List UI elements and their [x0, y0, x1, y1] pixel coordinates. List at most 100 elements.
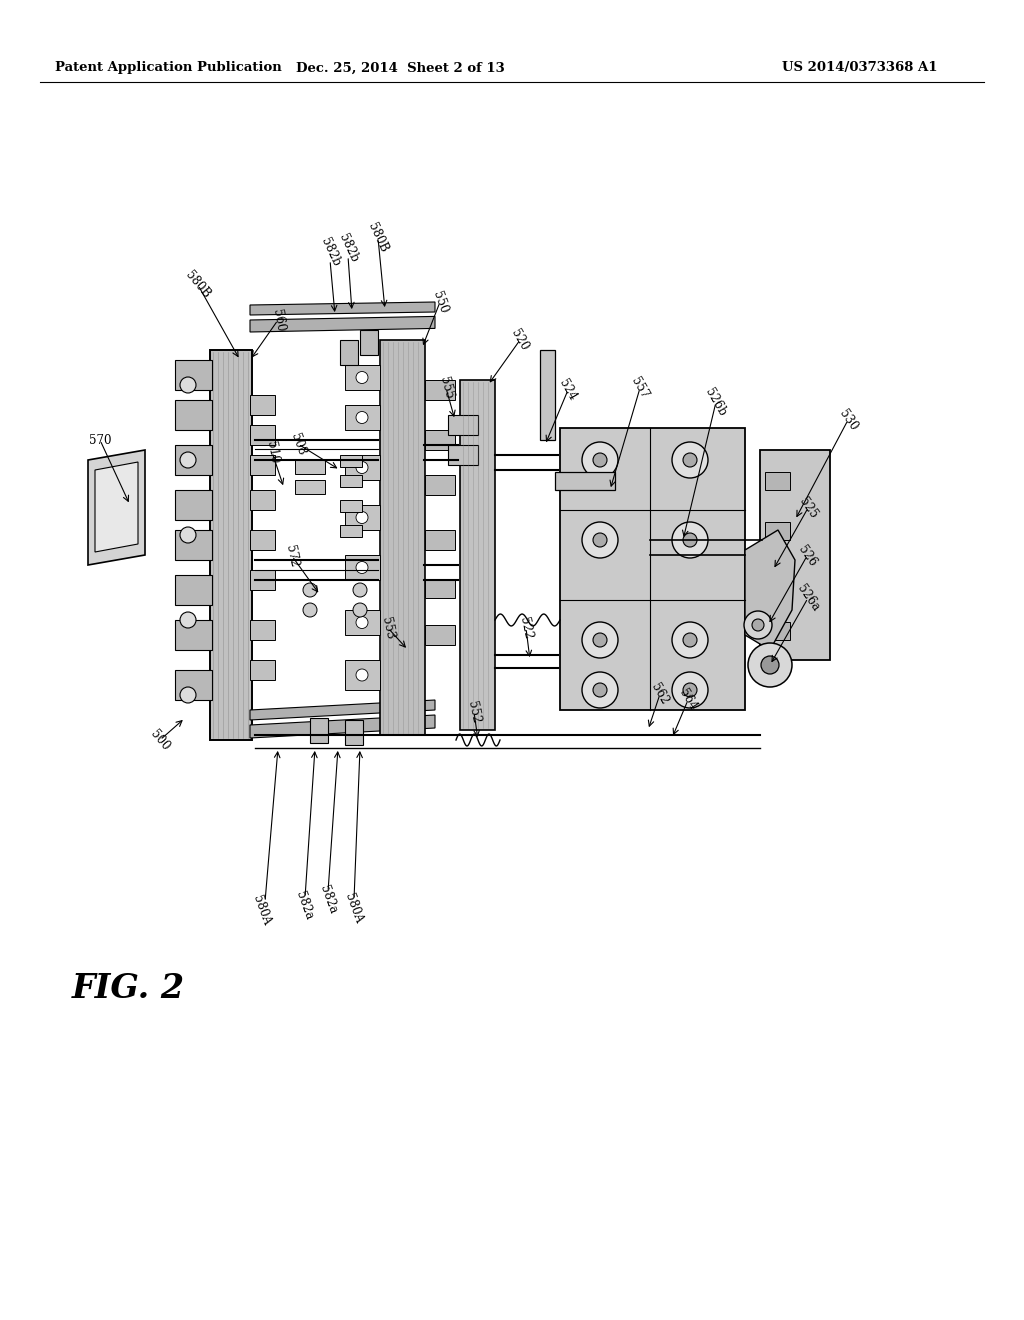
- Text: 500: 500: [147, 727, 172, 752]
- Circle shape: [672, 672, 708, 708]
- Polygon shape: [250, 570, 275, 590]
- Polygon shape: [175, 620, 212, 649]
- Polygon shape: [210, 350, 252, 741]
- Text: 555: 555: [437, 375, 456, 400]
- Polygon shape: [425, 624, 455, 645]
- Circle shape: [593, 453, 607, 467]
- Polygon shape: [250, 660, 275, 680]
- Circle shape: [582, 521, 618, 558]
- Text: 582b: 582b: [317, 236, 342, 268]
- Text: 562: 562: [649, 681, 671, 708]
- Circle shape: [593, 634, 607, 647]
- Circle shape: [353, 603, 367, 616]
- Polygon shape: [175, 490, 212, 520]
- Polygon shape: [345, 405, 380, 430]
- Circle shape: [672, 622, 708, 657]
- Bar: [765, 521, 790, 540]
- Text: 580B: 580B: [183, 269, 213, 301]
- Polygon shape: [88, 450, 145, 565]
- Polygon shape: [745, 531, 795, 649]
- Text: 570: 570: [89, 433, 112, 446]
- Text: FIG. 2: FIG. 2: [72, 972, 185, 1005]
- Circle shape: [356, 511, 368, 524]
- Circle shape: [303, 583, 317, 597]
- Bar: [765, 473, 790, 490]
- Polygon shape: [425, 430, 455, 450]
- Text: 510: 510: [263, 440, 281, 465]
- Text: 524: 524: [557, 378, 580, 403]
- Text: 580A: 580A: [251, 894, 273, 927]
- Text: 526a: 526a: [795, 582, 821, 614]
- Circle shape: [303, 603, 317, 616]
- Text: US 2014/0373368 A1: US 2014/0373368 A1: [782, 62, 938, 74]
- Bar: [310, 718, 328, 743]
- Bar: [360, 330, 378, 355]
- Bar: [340, 455, 362, 467]
- Text: 525: 525: [797, 495, 820, 521]
- Polygon shape: [345, 455, 380, 480]
- Text: 550: 550: [430, 289, 450, 314]
- Bar: [295, 480, 325, 494]
- Text: 580A: 580A: [343, 891, 366, 925]
- Text: 572: 572: [284, 544, 301, 569]
- Bar: [449, 445, 478, 465]
- Circle shape: [180, 527, 196, 543]
- Polygon shape: [175, 400, 212, 430]
- Text: 582a: 582a: [293, 890, 315, 921]
- Polygon shape: [380, 341, 425, 735]
- Polygon shape: [250, 700, 435, 719]
- Polygon shape: [175, 360, 212, 389]
- Circle shape: [356, 462, 368, 474]
- Text: 508: 508: [288, 432, 308, 457]
- Circle shape: [683, 533, 697, 546]
- Text: 553: 553: [379, 615, 396, 640]
- Circle shape: [672, 442, 708, 478]
- Polygon shape: [250, 302, 435, 315]
- Text: 564: 564: [677, 686, 699, 713]
- Polygon shape: [345, 554, 380, 579]
- Circle shape: [356, 616, 368, 628]
- Circle shape: [582, 672, 618, 708]
- Bar: [765, 572, 790, 590]
- Circle shape: [683, 634, 697, 647]
- Polygon shape: [175, 671, 212, 700]
- Text: 522: 522: [517, 615, 535, 640]
- Text: 582b: 582b: [336, 232, 360, 264]
- Circle shape: [356, 561, 368, 573]
- Text: 552: 552: [465, 700, 482, 725]
- Bar: [340, 500, 362, 512]
- Circle shape: [672, 521, 708, 558]
- Text: 580B: 580B: [366, 222, 390, 255]
- Polygon shape: [175, 445, 212, 475]
- Text: 557: 557: [629, 375, 651, 401]
- Text: 526: 526: [796, 543, 819, 569]
- Polygon shape: [250, 425, 275, 445]
- Circle shape: [353, 583, 367, 597]
- Polygon shape: [250, 490, 275, 510]
- Circle shape: [593, 682, 607, 697]
- Polygon shape: [250, 455, 275, 475]
- Text: Patent Application Publication: Patent Application Publication: [55, 62, 282, 74]
- Bar: [340, 341, 358, 366]
- Polygon shape: [250, 715, 435, 738]
- Polygon shape: [460, 380, 495, 730]
- Bar: [340, 475, 362, 487]
- Circle shape: [683, 682, 697, 697]
- Text: 582a: 582a: [316, 884, 339, 916]
- Polygon shape: [95, 462, 138, 552]
- Polygon shape: [560, 428, 745, 710]
- Text: 520: 520: [509, 327, 531, 352]
- Polygon shape: [345, 366, 380, 389]
- Bar: [765, 622, 790, 640]
- Bar: [345, 719, 362, 744]
- Circle shape: [748, 643, 792, 686]
- Polygon shape: [250, 317, 435, 333]
- Polygon shape: [175, 576, 212, 605]
- Circle shape: [180, 612, 196, 628]
- Circle shape: [356, 371, 368, 384]
- Circle shape: [180, 686, 196, 704]
- Polygon shape: [250, 620, 275, 640]
- Bar: [295, 459, 325, 474]
- Polygon shape: [175, 531, 212, 560]
- Polygon shape: [345, 660, 380, 690]
